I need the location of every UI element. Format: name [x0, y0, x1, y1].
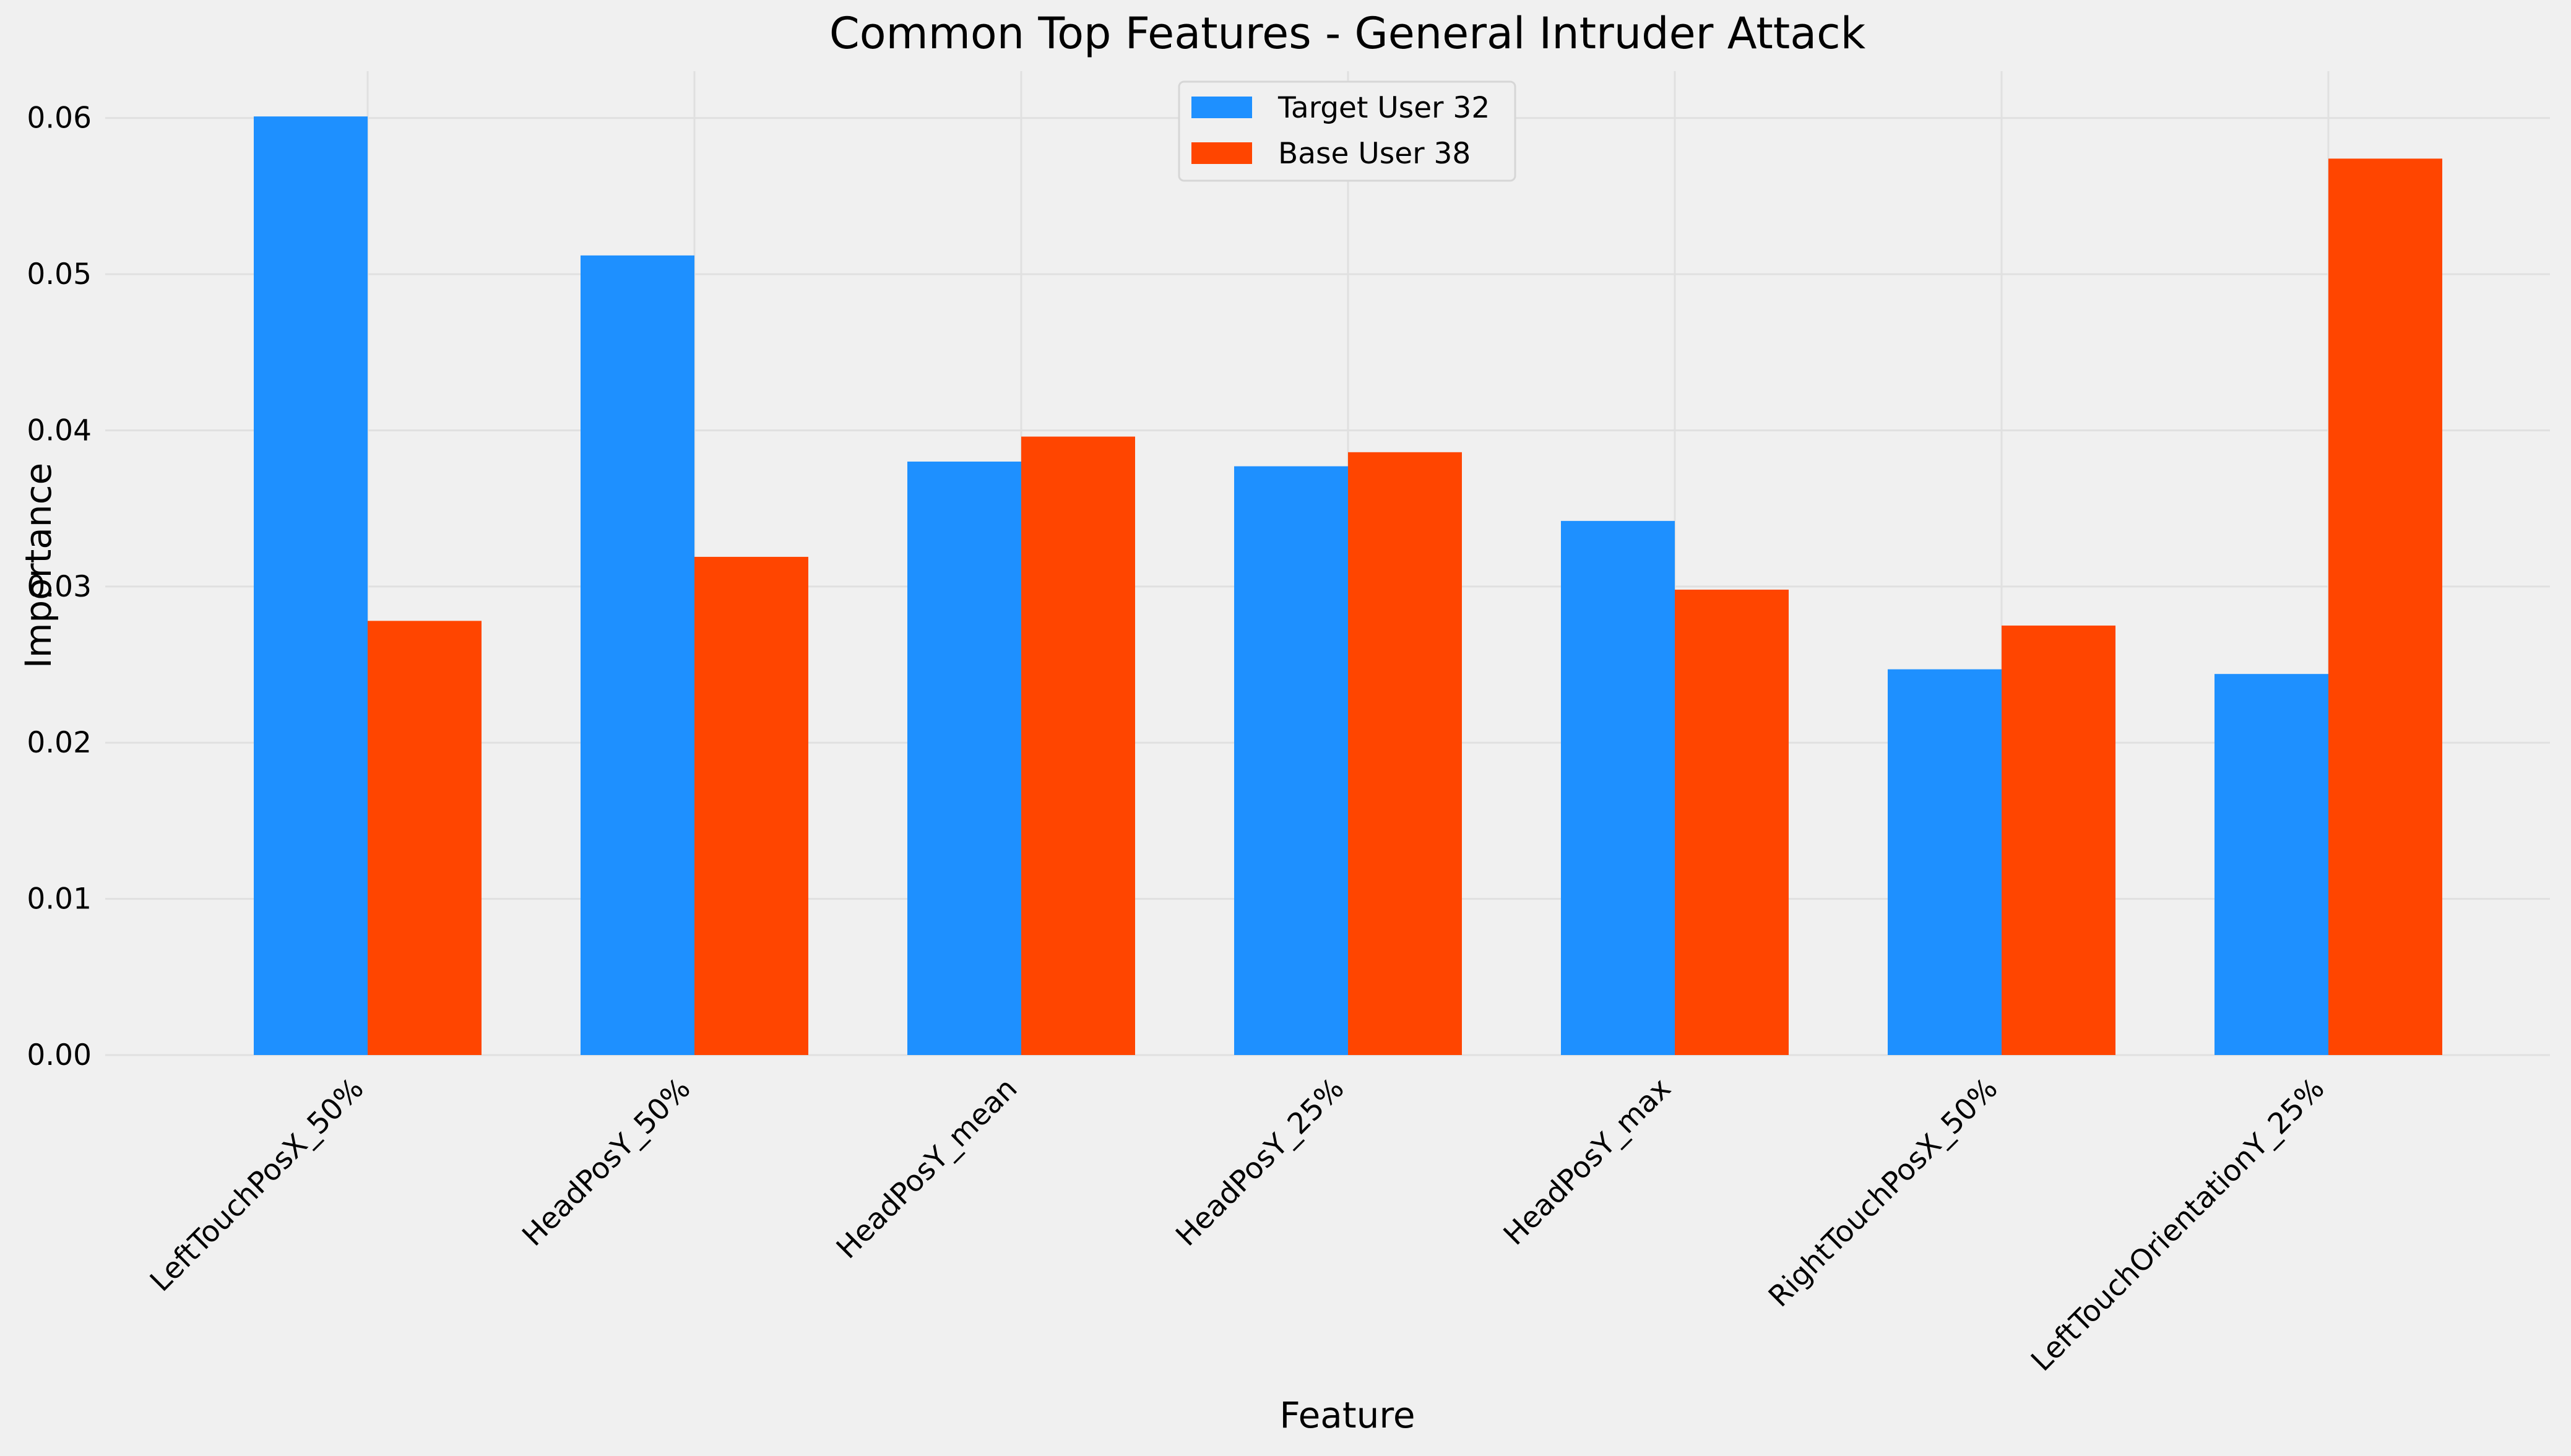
y-axis-label: Importance	[17, 463, 59, 668]
chart-title: Common Top Features - General Intruder A…	[829, 8, 1866, 59]
x-tick-label: LeftTouchPosX_50%	[144, 1072, 371, 1299]
x-tick-label: HeadPosY_max	[1497, 1072, 1678, 1252]
y-tick-labels: 0.00 0.01 0.02 0.03 0.04 0.05 0.06	[27, 101, 92, 1072]
y-tick-label: 0.04	[27, 413, 92, 447]
bar-base-user-0	[368, 621, 482, 1055]
legend-label-target-user: Target User 32	[1277, 91, 1490, 125]
y-tick-label: 0.06	[27, 101, 92, 136]
y-tick-label: 0.00	[27, 1038, 92, 1072]
y-tick-label: 0.02	[27, 726, 92, 760]
bar-base-user-4	[1675, 589, 1789, 1055]
bar-base-user-5	[2002, 625, 2115, 1055]
x-tick-label: HeadPosY_50%	[516, 1072, 697, 1253]
y-tick-label: 0.01	[27, 882, 92, 916]
legend-label-base-user: Base User 38	[1278, 137, 1471, 171]
bar-base-user-3	[1348, 452, 1462, 1055]
bar-target-user-5	[1888, 669, 2002, 1055]
y-tick-label: 0.03	[27, 570, 92, 604]
bars	[254, 116, 2442, 1056]
legend-frame	[1178, 80, 1516, 182]
bar-base-user-1	[694, 556, 808, 1055]
bar-target-user-6	[2215, 674, 2328, 1055]
legend-swatch-base-user	[1191, 142, 1252, 164]
bar-base-user-6	[2328, 158, 2442, 1055]
bar-target-user-4	[1561, 520, 1675, 1055]
legend: Target User 32 Base User 38	[1178, 80, 1516, 182]
x-tick-labels: LeftTouchPosX_50% HeadPosY_50% HeadPosY_me…	[144, 1072, 2331, 1378]
x-tick-label: RightTouchPosX_50%	[1762, 1072, 2005, 1314]
x-tick-label: LeftTouchOrientationY_25%	[2024, 1072, 2331, 1378]
x-tick-label: HeadPosY_25%	[1169, 1072, 1350, 1253]
x-axis-label: Feature	[1279, 1394, 1415, 1436]
bar-target-user-0	[254, 116, 368, 1056]
y-tick-label: 0.05	[27, 257, 92, 291]
bar-target-user-3	[1234, 466, 1348, 1055]
x-tick-label: HeadPosY_mean	[830, 1072, 1024, 1265]
bar-target-user-1	[581, 255, 694, 1055]
bar-base-user-2	[1021, 436, 1135, 1055]
legend-swatch-target-user	[1191, 97, 1252, 118]
bar-target-user-2	[907, 461, 1021, 1055]
